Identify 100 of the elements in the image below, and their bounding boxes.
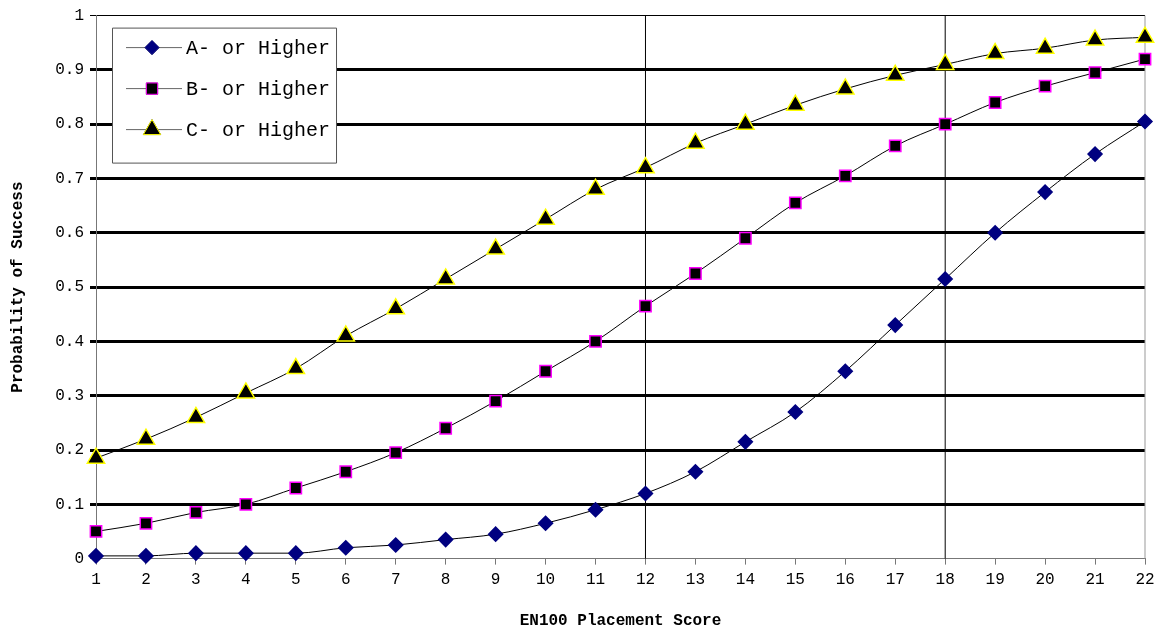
point: [186, 406, 206, 424]
point: [735, 113, 755, 130]
point: [288, 545, 304, 561]
point: [937, 271, 953, 287]
x-tick-label: 16: [835, 571, 855, 590]
x-tick-label: 9: [490, 571, 501, 590]
y-tick-label: 0.7: [55, 169, 84, 188]
point: [389, 446, 403, 460]
x-tick-label: 21: [1085, 571, 1105, 590]
y-tick-label: 0.6: [55, 224, 84, 243]
x-tick-label: 1: [91, 571, 101, 590]
point: [436, 268, 456, 285]
point: [1035, 37, 1055, 54]
point: [386, 298, 406, 315]
x-tick-label: 4: [241, 571, 251, 590]
point: [1085, 29, 1105, 46]
point: [387, 537, 404, 553]
point: [586, 178, 605, 196]
y-tick-label: 1: [74, 6, 84, 25]
point: [539, 364, 552, 378]
x-tick-label: 2: [141, 571, 151, 590]
x-tick-label: 10: [535, 571, 556, 590]
point: [985, 42, 1005, 60]
y-tick-label: 0: [74, 549, 84, 568]
point: [238, 545, 254, 561]
point: [138, 548, 154, 564]
legend-label: C- or Higher: [186, 118, 331, 142]
x-tick-label: 19: [985, 571, 1005, 590]
point: [738, 231, 752, 245]
point: [637, 485, 654, 502]
point: [888, 139, 902, 153]
point: [587, 501, 604, 518]
point: [687, 463, 704, 480]
x-tick-label: 13: [685, 571, 706, 590]
legend-label: A- or Higher: [186, 36, 331, 60]
point: [1038, 79, 1052, 93]
y-tick-label: 0.2: [55, 441, 84, 460]
x-tick-label: 14: [735, 571, 755, 590]
point: [589, 334, 602, 348]
point: [988, 96, 1002, 109]
y-tick-label: 0.3: [55, 386, 84, 405]
point: [837, 363, 854, 380]
point: [188, 545, 204, 561]
x-tick-label: 7: [390, 571, 401, 590]
point: [689, 267, 702, 280]
y-tick-label: 0.4: [55, 332, 84, 351]
point: [788, 196, 802, 210]
x-tick-label: 3: [191, 571, 201, 590]
x-tick-label: 5: [291, 571, 301, 590]
x-tick-label: 11: [585, 571, 606, 590]
point: [838, 169, 852, 183]
y-tick-label: 0.9: [55, 61, 84, 80]
x-tick-label: 8: [440, 571, 451, 590]
point: [336, 325, 356, 342]
point: [987, 225, 1003, 241]
point: [189, 506, 203, 519]
x-tick-label: 17: [885, 571, 905, 590]
point: [737, 434, 754, 450]
point: [1137, 113, 1153, 130]
point: [437, 531, 454, 548]
x-tick-label: 6: [340, 571, 351, 590]
point: [887, 317, 903, 333]
point: [636, 156, 655, 174]
point: [885, 64, 905, 82]
x-tick-label: 20: [1035, 571, 1055, 590]
point: [286, 357, 306, 375]
point: [1087, 146, 1103, 162]
point: [1135, 26, 1155, 44]
point: [239, 497, 253, 511]
point: [639, 299, 652, 313]
x-axis-title: EN100 Placement Score: [519, 612, 722, 631]
y-axis-title: Probability of Success: [8, 181, 27, 393]
point: [835, 78, 855, 95]
x-tick-label: 12: [635, 571, 656, 590]
y-tick-label: 0.8: [55, 115, 84, 134]
y-tick-label: 0.1: [55, 495, 84, 514]
point: [536, 208, 555, 225]
point: [338, 539, 354, 556]
point: [487, 526, 504, 542]
y-tick-label: 0.5: [55, 278, 84, 297]
point: [785, 94, 805, 111]
point: [486, 238, 506, 255]
point: [938, 117, 952, 131]
point: [537, 515, 554, 532]
point: [339, 465, 353, 479]
point: [787, 404, 804, 420]
point: [935, 53, 955, 71]
point: [139, 516, 153, 530]
point: [89, 525, 103, 538]
point: [236, 382, 256, 399]
point: [439, 421, 453, 435]
x-tick-label: 18: [935, 571, 955, 590]
point: [686, 132, 705, 149]
point: [1037, 184, 1053, 200]
point: [489, 394, 503, 408]
point: [88, 548, 104, 564]
legend-label: B- or Higher: [186, 77, 331, 101]
x-tick-label: 22: [1135, 571, 1155, 590]
point: [289, 481, 303, 495]
x-tick-label: 15: [785, 571, 805, 590]
